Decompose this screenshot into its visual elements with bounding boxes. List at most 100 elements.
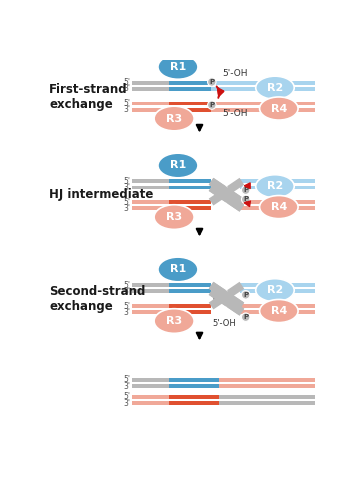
Bar bbox=[132, 290, 169, 294]
Bar bbox=[219, 384, 315, 388]
Bar bbox=[211, 108, 315, 112]
Bar bbox=[132, 284, 169, 287]
Bar bbox=[169, 310, 211, 314]
Text: R2: R2 bbox=[267, 82, 283, 92]
Circle shape bbox=[208, 101, 216, 110]
Circle shape bbox=[241, 313, 250, 322]
Bar bbox=[132, 87, 169, 91]
Circle shape bbox=[241, 290, 250, 299]
Bar bbox=[240, 284, 315, 287]
Text: R2: R2 bbox=[267, 182, 283, 192]
Text: 3': 3' bbox=[123, 183, 130, 192]
Text: 3': 3' bbox=[123, 382, 130, 390]
Bar bbox=[211, 81, 315, 84]
Text: P: P bbox=[243, 187, 248, 193]
Bar bbox=[132, 108, 169, 112]
Circle shape bbox=[208, 78, 216, 86]
Bar bbox=[169, 284, 211, 287]
Ellipse shape bbox=[256, 174, 294, 198]
Bar bbox=[169, 180, 211, 183]
Text: P: P bbox=[209, 79, 215, 85]
Text: R3: R3 bbox=[166, 316, 182, 326]
Text: 3': 3' bbox=[123, 204, 130, 212]
Ellipse shape bbox=[256, 76, 294, 100]
Text: Second-strand
exchange: Second-strand exchange bbox=[49, 284, 146, 312]
Text: 3': 3' bbox=[123, 308, 130, 316]
Bar bbox=[132, 378, 169, 382]
Ellipse shape bbox=[158, 153, 198, 178]
Bar bbox=[132, 304, 169, 308]
Bar bbox=[169, 395, 219, 399]
Bar bbox=[169, 108, 211, 112]
Bar bbox=[132, 310, 169, 314]
Text: 3': 3' bbox=[123, 287, 130, 296]
Text: P: P bbox=[243, 196, 248, 202]
Bar bbox=[169, 81, 211, 84]
Text: HJ intermediate: HJ intermediate bbox=[49, 188, 154, 201]
Ellipse shape bbox=[154, 205, 194, 230]
Circle shape bbox=[241, 186, 250, 194]
Text: 5': 5' bbox=[123, 376, 130, 384]
Text: 3': 3' bbox=[123, 84, 130, 94]
Bar bbox=[132, 395, 169, 399]
Text: R4: R4 bbox=[271, 202, 287, 212]
Text: 5': 5' bbox=[123, 99, 130, 108]
Text: R4: R4 bbox=[271, 306, 287, 316]
Bar bbox=[219, 378, 315, 382]
Bar bbox=[169, 290, 211, 294]
Bar bbox=[169, 384, 219, 388]
Bar bbox=[219, 395, 315, 399]
Bar bbox=[169, 200, 211, 204]
Text: 3': 3' bbox=[123, 398, 130, 407]
Bar bbox=[132, 401, 169, 405]
Bar bbox=[132, 180, 169, 183]
Text: R1: R1 bbox=[170, 160, 186, 170]
Bar bbox=[211, 102, 315, 105]
Text: R1: R1 bbox=[170, 62, 186, 72]
Text: P: P bbox=[209, 102, 215, 108]
Text: 5': 5' bbox=[123, 78, 130, 87]
Bar bbox=[169, 87, 211, 91]
Ellipse shape bbox=[154, 308, 194, 334]
Bar bbox=[240, 290, 315, 294]
Bar bbox=[169, 401, 219, 405]
Text: 5': 5' bbox=[123, 198, 130, 206]
Bar bbox=[132, 186, 169, 190]
Text: R1: R1 bbox=[170, 264, 186, 274]
Text: R2: R2 bbox=[267, 285, 283, 295]
Ellipse shape bbox=[158, 257, 198, 282]
Bar bbox=[169, 186, 211, 190]
Text: 3': 3' bbox=[123, 105, 130, 114]
Ellipse shape bbox=[260, 300, 298, 322]
Text: P: P bbox=[243, 292, 248, 298]
Text: P: P bbox=[243, 314, 248, 320]
Bar bbox=[169, 304, 211, 308]
Bar bbox=[132, 384, 169, 388]
Bar bbox=[132, 200, 169, 204]
Text: 5': 5' bbox=[123, 392, 130, 402]
Text: First-strand
exchange: First-strand exchange bbox=[49, 83, 128, 111]
Ellipse shape bbox=[158, 54, 198, 79]
Bar bbox=[240, 186, 315, 190]
Text: 5': 5' bbox=[123, 280, 130, 289]
Text: 5': 5' bbox=[123, 302, 130, 310]
Bar bbox=[211, 87, 315, 91]
Bar bbox=[240, 310, 315, 314]
Ellipse shape bbox=[256, 278, 294, 302]
Text: R3: R3 bbox=[166, 114, 182, 124]
Bar bbox=[169, 378, 219, 382]
Text: 5'-OH: 5'-OH bbox=[222, 68, 247, 78]
Text: R3: R3 bbox=[166, 212, 182, 222]
Text: 5'-
OH: 5'- OH bbox=[213, 286, 226, 304]
Bar bbox=[240, 200, 315, 204]
Bar bbox=[240, 206, 315, 210]
Bar bbox=[240, 180, 315, 183]
Text: R4: R4 bbox=[271, 104, 287, 114]
Ellipse shape bbox=[260, 97, 298, 120]
Bar bbox=[132, 206, 169, 210]
Text: 5'-OH: 5'-OH bbox=[213, 319, 236, 328]
Circle shape bbox=[241, 195, 250, 203]
Text: 5': 5' bbox=[123, 177, 130, 186]
Bar bbox=[132, 81, 169, 84]
Bar bbox=[219, 401, 315, 405]
